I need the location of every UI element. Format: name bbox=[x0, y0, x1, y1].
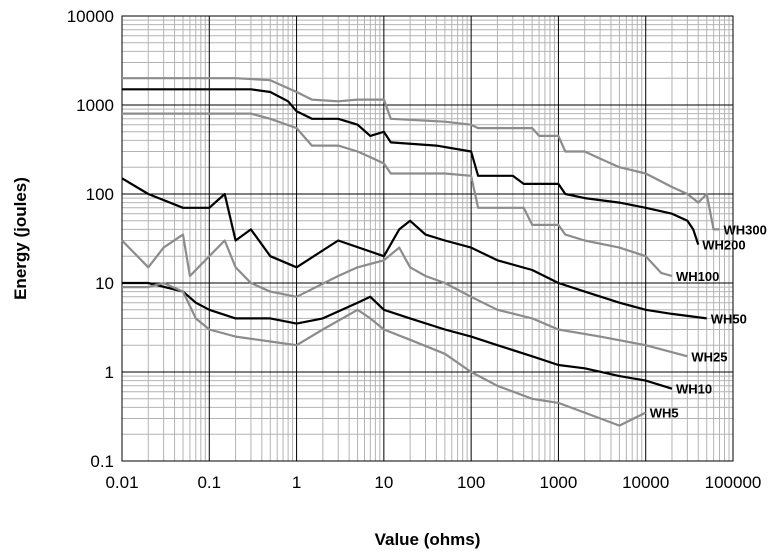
series-label-wh50: WH50 bbox=[711, 311, 747, 326]
minor-gridlines bbox=[122, 16, 733, 461]
plot-area-border bbox=[121, 15, 734, 462]
x-tick-label: 1000 bbox=[540, 473, 578, 492]
series-line-wh50 bbox=[121, 177, 707, 320]
x-axis-tick-labels: 0.01 0.1 1 10 100 1000 10000 100000 bbox=[105, 473, 761, 492]
y-tick-label: 100 bbox=[86, 185, 114, 204]
series-label-wh100: WH100 bbox=[676, 269, 719, 284]
series-label-wh5: WH5 bbox=[650, 406, 679, 421]
series-line-wh5 bbox=[122, 281, 647, 427]
series-label-wh300: WH300 bbox=[723, 222, 766, 237]
series-label-wh10: WH10 bbox=[676, 382, 712, 397]
series-line-wh10 bbox=[122, 281, 673, 390]
y-tick-label: 1 bbox=[105, 363, 114, 382]
series-line-wh25 bbox=[121, 233, 688, 358]
y-tick-label: 0.1 bbox=[90, 452, 114, 471]
series-line-wh300 bbox=[122, 77, 720, 231]
x-tick-label: 1 bbox=[292, 473, 301, 492]
y-tick-label: 1000 bbox=[76, 96, 114, 115]
y-tick-label: 10000 bbox=[67, 7, 114, 26]
y-axis-title: Energy (joules) bbox=[11, 177, 30, 300]
x-tick-label: 100 bbox=[457, 473, 485, 492]
x-tick-label: 0.01 bbox=[105, 473, 138, 492]
y-axis-tick-labels: 10000 1000 100 10 1 0.1 bbox=[67, 7, 114, 471]
x-tick-label: 0.1 bbox=[197, 473, 221, 492]
x-axis-title: Value (ohms) bbox=[375, 530, 481, 549]
series-line-wh100 bbox=[122, 112, 673, 278]
series-label-wh25: WH25 bbox=[691, 349, 727, 364]
y-tick-label: 10 bbox=[95, 274, 114, 293]
x-tick-label: 10000 bbox=[622, 473, 669, 492]
series-layer bbox=[121, 77, 720, 427]
x-tick-label: 100000 bbox=[705, 473, 762, 492]
series-label-wh200: WH200 bbox=[702, 238, 745, 253]
series-line-wh200 bbox=[122, 88, 700, 245]
x-tick-label: 10 bbox=[374, 473, 393, 492]
